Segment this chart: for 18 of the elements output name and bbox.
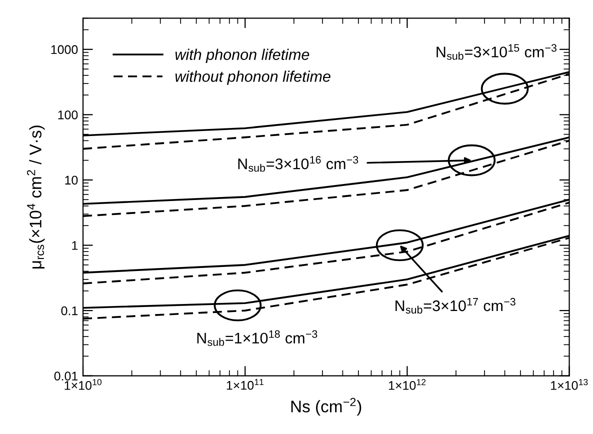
x-axis-title: Ns (cm$^{−2}$) xyxy=(291,398,362,416)
annotation: N$_{sub}$=3×10$^{16}$ cm$^{−3}$ xyxy=(238,156,358,172)
annotation: N$_{sub}$=3×10$^{17}$ cm$^{−3}$ xyxy=(396,298,516,314)
y-tick-label: 1 xyxy=(72,241,78,250)
y-tick-label: 100 xyxy=(58,110,78,120)
x-tick-label: 1×10$^{13}$ xyxy=(551,379,588,390)
x-tick-label: 1×10$^{11}$ xyxy=(226,379,264,390)
annotation: N$_{sub}$=3×10$^{15}$ cm$^{−3}$ xyxy=(436,44,556,60)
legend-label: with phonon lifetime xyxy=(175,48,310,64)
y-tick-label: 10 xyxy=(65,176,78,185)
legend-label: without phonon lifetime xyxy=(175,70,330,85)
x-tick-label: 1×10$^{10}$ xyxy=(64,379,102,390)
y-axis-title: μ$_{rcs}$(×10$^{4}$ cm$^{2}$ / V·s) xyxy=(26,126,45,268)
y-tick-label: 0.01 xyxy=(54,372,78,380)
y-tick-label: 0.1 xyxy=(61,306,78,316)
y-tick-label: 1000 xyxy=(51,45,78,54)
annotation: N$_{sub}$=1×10$^{18}$ cm$^{−3}$ xyxy=(197,330,318,346)
x-tick-label: 1×10$^{12}$ xyxy=(388,379,426,390)
